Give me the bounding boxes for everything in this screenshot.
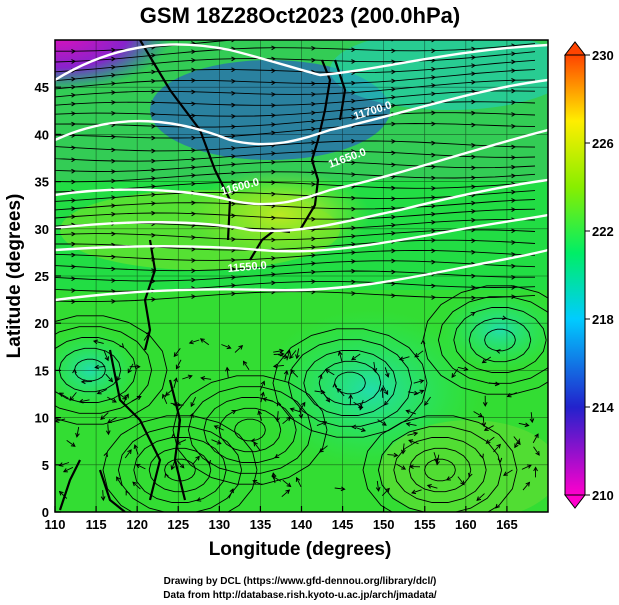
height-contours [55,43,548,302]
x-tick-label: 120 [126,517,148,532]
colorbar-tick-label: 222 [592,224,614,239]
y-tick-label: 35 [35,175,49,190]
x-tick-label: 160 [455,517,477,532]
colorbar-tick-label: 214 [592,400,614,415]
colorbar-tick-label: 210 [592,488,614,503]
credit-drawing: Drawing by DCL (https://www.gfd-dennou.o… [164,576,437,587]
x-tick-label: 155 [414,517,436,532]
x-tick-label: 135 [250,517,272,532]
grid-lines [55,40,548,512]
colorbar-tick-label: 226 [592,136,614,151]
colorbar-tick-label: 230 [592,48,614,63]
y-tick-label: 0 [42,505,49,520]
x-axis-label: Longitude (degrees) [209,539,392,560]
y-tick-label: 45 [35,80,49,95]
y-tick-label: 15 [35,363,49,378]
contour-label-11550: 11550.0 [227,260,267,275]
colorbar: 230 226 222 218 214 210 [563,41,614,509]
x-tick-label: 110 [45,517,66,532]
y-tick-label: 40 [35,127,49,142]
colorbar-min-arrow [563,494,587,509]
colorbar-ticks: 230 226 222 218 214 210 [585,48,614,503]
y-tick-label: 20 [35,316,49,331]
x-tick-label: 165 [496,517,518,532]
x-tick-label: 125 [167,517,189,532]
y-tick-label: 10 [35,411,49,426]
x-tick-label: 130 [208,517,230,532]
map-plot-area: 11700.0 11650.0 11600.0 11550.0 [55,40,548,512]
x-tick-label: 140 [291,517,313,532]
credit-data: Data from http://database.rish.kyoto-u.a… [163,590,437,601]
x-tick-label: 115 [86,517,107,532]
x-tick-label: 150 [373,517,395,532]
y-axis-label: Latitude (degrees) [4,194,25,359]
y-tick-label: 5 [42,458,49,473]
colorbar-gradient [564,54,586,496]
y-tick-label: 25 [35,269,49,284]
colorbar-max-arrow [563,41,587,56]
map-title: GSM 18Z28Oct2023 (200.0hPa) [140,3,460,28]
y-axis-ticks: 0 5 10 15 20 25 30 35 40 45 [35,80,61,520]
colorbar-tick-label: 218 [592,312,614,327]
y-tick-label: 30 [35,222,49,237]
x-tick-label: 145 [332,517,354,532]
x-axis-ticks: 110 115 120 125 130 135 140 145 150 155 160 165 [45,506,518,532]
